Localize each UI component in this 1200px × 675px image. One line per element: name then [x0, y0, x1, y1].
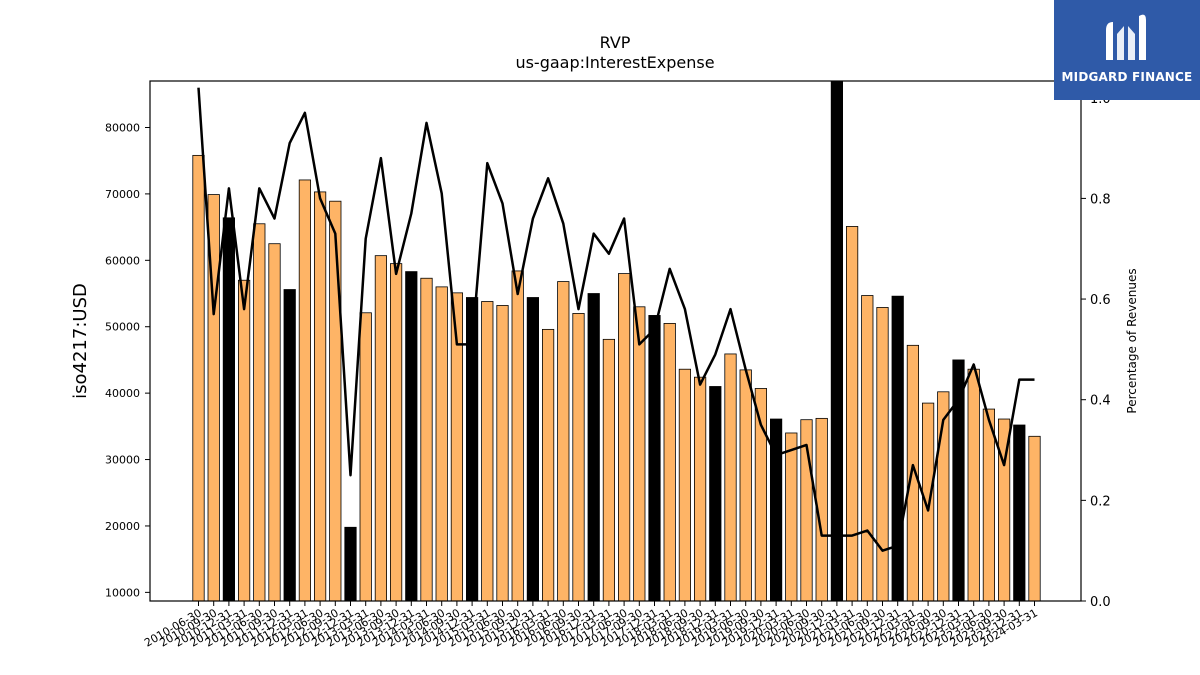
bar — [678, 368, 692, 602]
brand-name: MIDGARD FINANCE — [1061, 70, 1193, 84]
bar — [389, 263, 403, 602]
midgard-logo-icon — [1106, 14, 1146, 61]
axes: 10000 20000 30000 40000 50000 60000 70000 80000… — [105, 80, 1111, 650]
y2-tick-label: 0.6 — [1090, 293, 1111, 308]
bar — [876, 307, 889, 602]
percentage-line — [197, 87, 1035, 552]
bar — [709, 386, 722, 602]
y2-tick-label: 0.8 — [1090, 192, 1111, 207]
bar — [572, 313, 585, 602]
bar — [329, 200, 342, 602]
y2-tick-label: 0.4 — [1090, 394, 1111, 409]
bar — [298, 179, 312, 602]
y2-tick-label: 0.0 — [1090, 595, 1111, 610]
bar — [192, 154, 205, 602]
bar — [481, 301, 494, 602]
y2-axis-label: Percentage of Revenues — [1125, 268, 1139, 413]
bar — [496, 305, 509, 602]
bar — [602, 338, 616, 602]
bar — [557, 281, 570, 602]
bar — [237, 279, 251, 602]
bar — [253, 223, 266, 602]
bar — [785, 432, 798, 602]
chart-title: RVP — [600, 33, 631, 52]
y-tick-label: 80000 — [105, 121, 140, 134]
y-tick-label: 70000 — [105, 188, 140, 201]
y2-tick-label: 0.2 — [1090, 494, 1111, 509]
y-tick-label: 40000 — [105, 387, 140, 400]
plot-frame — [149, 80, 1082, 602]
bar — [648, 315, 661, 602]
line-series — [197, 87, 1035, 552]
bar — [511, 270, 524, 602]
y-tick-label: 10000 — [105, 586, 140, 599]
bar — [633, 306, 646, 602]
bar — [526, 297, 540, 602]
bar — [739, 369, 752, 602]
bar-series — [192, 80, 1041, 602]
bar — [420, 277, 433, 602]
y-tick-label: 20000 — [105, 520, 140, 533]
bar — [374, 255, 388, 602]
bar — [952, 359, 965, 602]
bar — [542, 328, 555, 602]
bar — [724, 353, 737, 602]
chart-subtitle: us-gaap:InterestExpense — [515, 53, 714, 72]
bar — [694, 376, 707, 602]
bar — [222, 217, 235, 602]
bar — [313, 191, 327, 602]
bar — [663, 322, 676, 602]
bar — [982, 408, 996, 602]
bar — [405, 271, 418, 602]
bar — [1013, 424, 1026, 602]
y-tick-label: 50000 — [105, 321, 140, 334]
y-axis-label: iso4217:USD — [70, 283, 91, 399]
bar — [891, 295, 904, 602]
bar — [435, 286, 448, 602]
bar — [861, 295, 874, 602]
bar — [587, 293, 600, 602]
bar — [359, 312, 372, 602]
brand-logo: MIDGARD FINANCE — [1054, 0, 1200, 100]
bar — [830, 80, 844, 602]
bar — [967, 368, 980, 602]
bar — [846, 226, 859, 602]
bar — [268, 243, 281, 602]
y-tick-label: 30000 — [105, 454, 140, 467]
bar — [618, 273, 631, 602]
bar — [283, 289, 296, 602]
bar — [344, 526, 357, 602]
y-tick-label: 60000 — [105, 254, 140, 267]
bar — [1028, 435, 1041, 602]
